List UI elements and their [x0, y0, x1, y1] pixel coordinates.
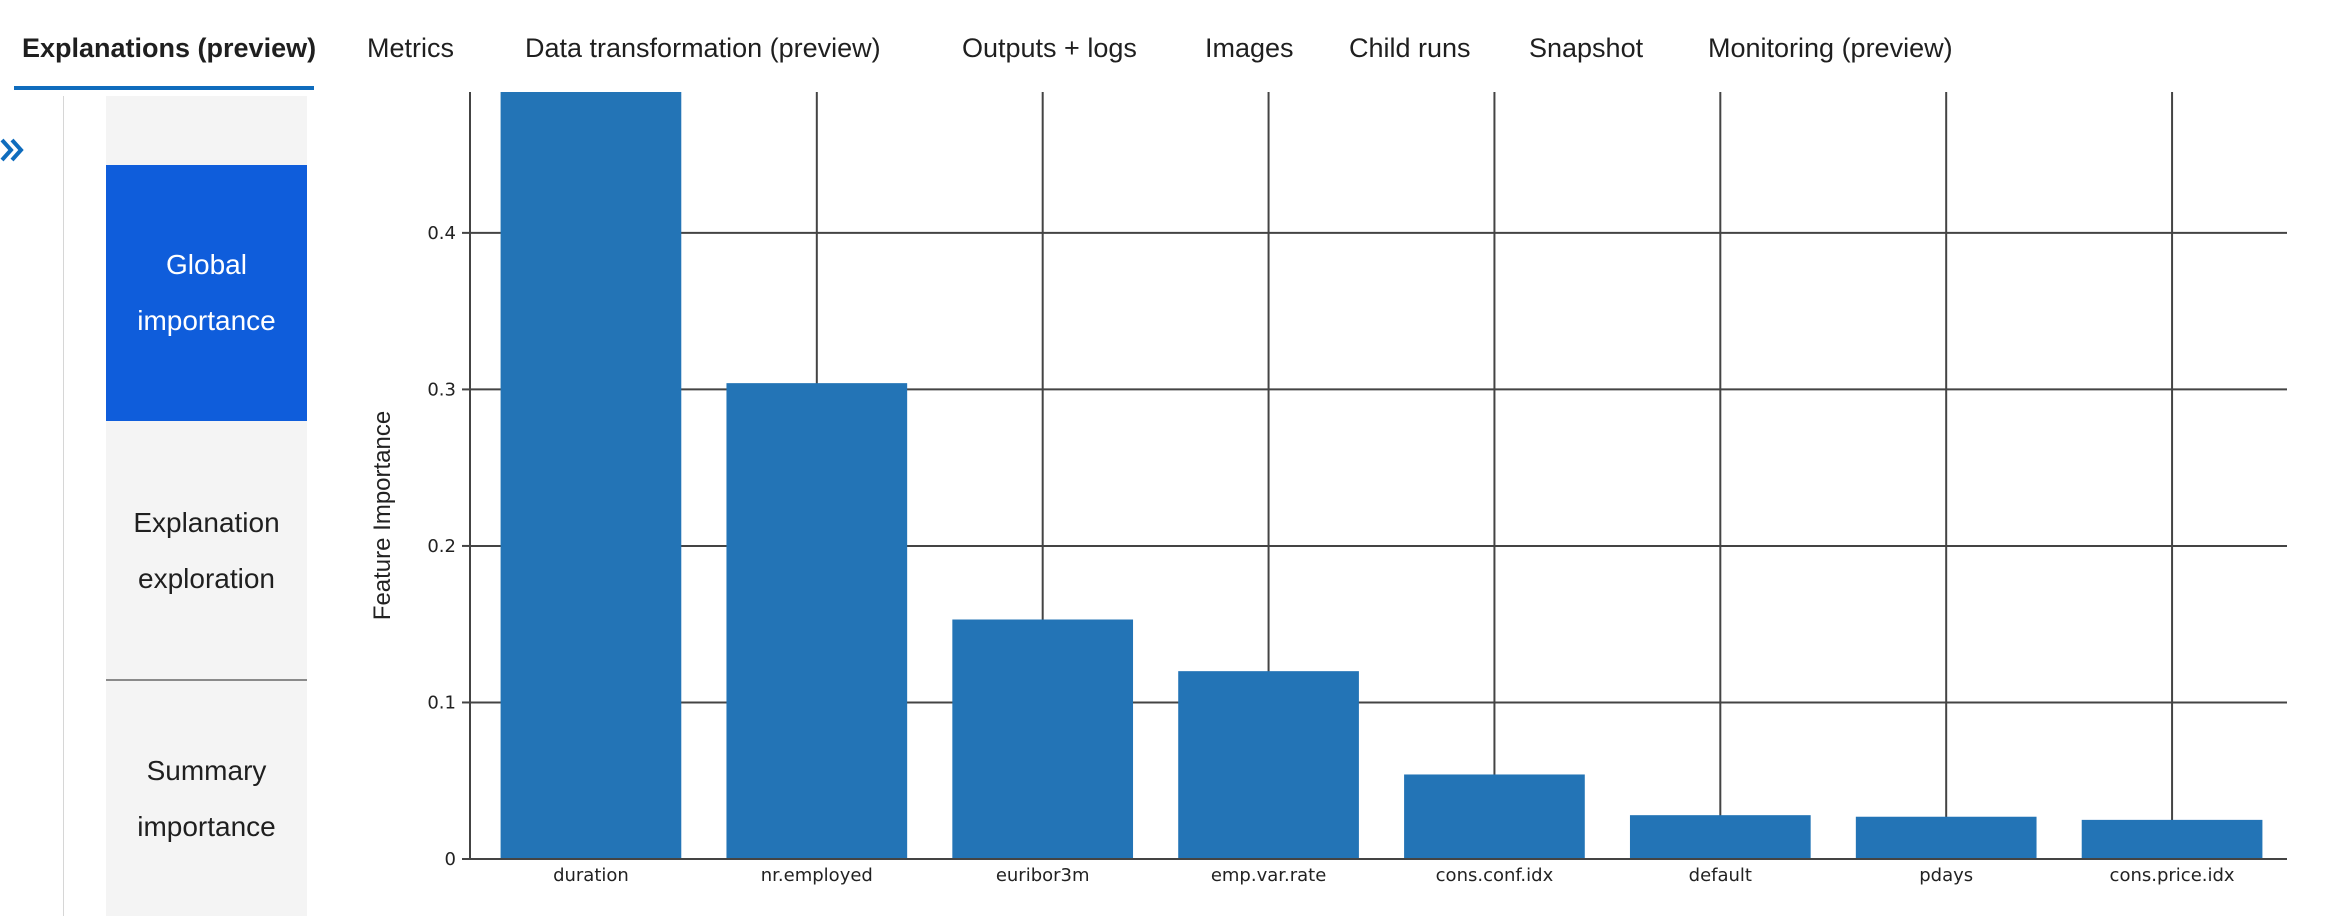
tab-child-runs[interactable]: Child runs	[1349, 33, 1471, 63]
panel-divider	[63, 96, 64, 916]
active-tab-indicator	[14, 86, 314, 90]
bar-pdays	[1855, 816, 2037, 859]
nav-label-line1: Global	[166, 249, 247, 280]
tab-outputs-logs[interactable]: Outputs + logs	[962, 33, 1137, 63]
y-tick-label: 0	[445, 849, 456, 870]
bar-emp.var.rate	[1178, 671, 1359, 859]
y-tick-label: 0.1	[427, 692, 456, 713]
bar-nr.employed	[726, 383, 908, 859]
tab-metrics[interactable]: Metrics	[367, 33, 454, 63]
x-tick-label: euribor3m	[996, 865, 1090, 886]
y-axis-label: Feature Importance	[369, 411, 396, 620]
tab-images[interactable]: Images	[1205, 33, 1294, 63]
x-tick-label: duration	[553, 865, 629, 886]
nav-explanation-exploration[interactable]: Explanation exploration	[106, 423, 307, 679]
x-tick-label: nr.employed	[761, 865, 873, 886]
y-tick-label: 0.3	[427, 379, 456, 400]
bar-cons.conf.idx	[1404, 774, 1585, 859]
tab-monitoring[interactable]: Monitoring (preview)	[1708, 33, 1953, 63]
nav-global-importance[interactable]: Global importance	[106, 165, 307, 421]
nav-label-line1: Explanation	[133, 507, 280, 538]
x-tick-label: cons.price.idx	[2110, 865, 2235, 886]
x-tick-label: emp.var.rate	[1211, 865, 1326, 886]
tab-data-transformation[interactable]: Data transformation (preview)	[525, 33, 881, 63]
bar-euribor3m	[952, 619, 1134, 859]
nav-label-line2: exploration	[138, 563, 275, 594]
tab-explanations[interactable]: Explanations (preview)	[22, 33, 317, 63]
bar-default	[1629, 815, 1811, 859]
nav-label-line2: importance	[137, 305, 276, 336]
y-tick-label: 0.4	[427, 223, 456, 244]
nav-summary-importance[interactable]: Summary importance	[106, 681, 307, 916]
double-chevron-right-icon[interactable]	[0, 135, 28, 165]
y-tick-label: 0.2	[427, 536, 456, 557]
feature-importance-chart: 0 0.1 0.2 0.3 0.4 duration nr.employed euribor3…	[369, 92, 2287, 886]
bar-cons.price.idx	[2081, 819, 2263, 859]
x-tick-label: cons.conf.idx	[1436, 865, 1554, 886]
nav-label-line1: Summary	[146, 754, 267, 786]
nav-separator	[106, 679, 307, 681]
nav-label-line2: importance	[137, 810, 276, 842]
tab-snapshot[interactable]: Snapshot	[1529, 33, 1644, 63]
tab-bar: Explanations (preview) Metrics Data tran…	[0, 0, 2348, 96]
chart-labels: 0 0.1 0.2 0.3 0.4 duration nr.employed euribor3…	[427, 223, 2235, 886]
chart-bars	[500, 92, 2263, 859]
chart-axes	[462, 92, 2287, 860]
x-tick-label: pdays	[1919, 865, 1973, 886]
x-tick-label: default	[1689, 865, 1752, 886]
bar-duration	[500, 92, 682, 859]
